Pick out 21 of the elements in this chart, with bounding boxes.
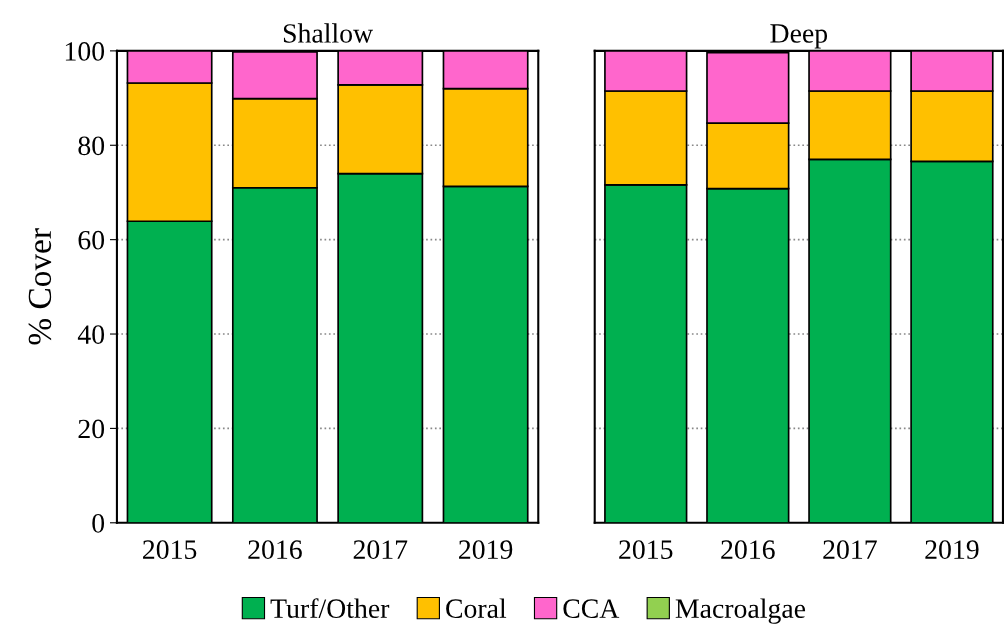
x-tick-label: 2019 <box>459 540 513 560</box>
x-tick-label: 2017 <box>353 540 408 560</box>
x-tick-label: 2016 <box>248 540 302 560</box>
x-tick-label: 2017 <box>823 540 877 560</box>
x-tick-label: 2016 <box>721 540 775 560</box>
y-tick-label: 20 <box>78 419 105 439</box>
legend-label: Macroalgae <box>675 598 806 624</box>
chart-title: Shallow <box>283 23 373 43</box>
y-tick-label: 80 <box>78 136 105 156</box>
legend-label: Coral <box>446 598 507 618</box>
x-tick-label: 2015 <box>619 540 673 560</box>
chart-title: Deep <box>770 24 828 49</box>
y-axis-title: % Cover <box>28 228 52 345</box>
x-tick-label: 2015 <box>143 540 197 560</box>
y-tick-label: 40 <box>77 325 105 344</box>
y-tick-label: 60 <box>78 230 105 250</box>
y-tick-label: 0 <box>92 513 105 533</box>
y-tick-label: 100 <box>65 42 105 61</box>
legend-label: Turf/Other <box>270 598 390 618</box>
x-tick-label: 2019 <box>925 540 979 560</box>
legend-label: CCA <box>563 599 620 618</box>
